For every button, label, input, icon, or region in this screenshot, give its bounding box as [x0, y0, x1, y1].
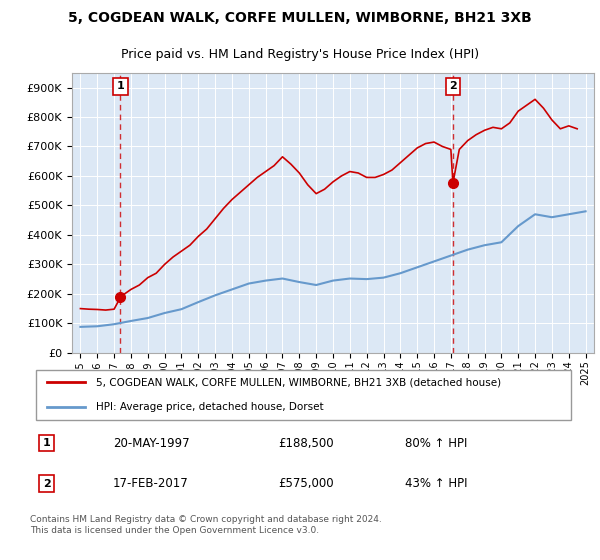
Text: 2: 2 [449, 81, 457, 91]
Text: 20-MAY-1997: 20-MAY-1997 [113, 437, 190, 450]
Text: HPI: Average price, detached house, Dorset: HPI: Average price, detached house, Dors… [96, 402, 324, 412]
Text: £575,000: £575,000 [278, 477, 334, 490]
Text: 1: 1 [43, 438, 50, 448]
FancyBboxPatch shape [35, 370, 571, 420]
Text: Price paid vs. HM Land Registry's House Price Index (HPI): Price paid vs. HM Land Registry's House … [121, 48, 479, 61]
Text: £188,500: £188,500 [278, 437, 334, 450]
Text: Contains HM Land Registry data © Crown copyright and database right 2024.
This d: Contains HM Land Registry data © Crown c… [30, 515, 382, 535]
Text: 80% ↑ HPI: 80% ↑ HPI [406, 437, 468, 450]
Text: 17-FEB-2017: 17-FEB-2017 [113, 477, 188, 490]
Text: 43% ↑ HPI: 43% ↑ HPI [406, 477, 468, 490]
Text: 2: 2 [43, 479, 50, 489]
Text: 5, COGDEAN WALK, CORFE MULLEN, WIMBORNE, BH21 3XB (detached house): 5, COGDEAN WALK, CORFE MULLEN, WIMBORNE,… [96, 377, 502, 388]
Text: 1: 1 [116, 81, 124, 91]
Text: 5, COGDEAN WALK, CORFE MULLEN, WIMBORNE, BH21 3XB: 5, COGDEAN WALK, CORFE MULLEN, WIMBORNE,… [68, 11, 532, 25]
